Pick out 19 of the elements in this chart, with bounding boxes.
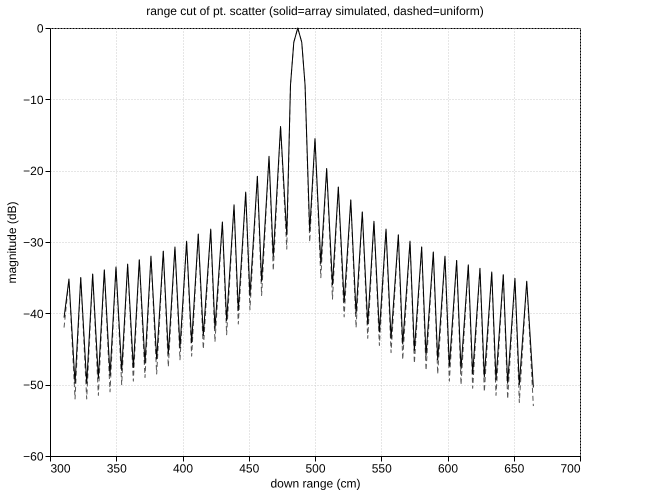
- x-tick-label: 300: [50, 462, 71, 476]
- y-tick-label: −20: [23, 164, 44, 178]
- x-tick-label: 550: [372, 462, 392, 476]
- x-tick-label: 450: [239, 462, 260, 476]
- y-tick-label: −10: [23, 92, 44, 107]
- x-tick-label: 650: [504, 462, 525, 476]
- x-axis-title: down range (cm): [270, 476, 361, 490]
- x-tick-label: 350: [106, 462, 128, 476]
- y-tick-label: −60: [23, 450, 44, 464]
- y-axis-title: magnitude (dB): [5, 201, 20, 284]
- y-tick-label: −50: [23, 378, 44, 392]
- y-tick-label: −30: [23, 236, 44, 250]
- y-tick-label: 0: [36, 22, 44, 36]
- x-tick-label: 400: [172, 462, 194, 476]
- x-tick-label: 700: [560, 462, 581, 476]
- y-tick-label: −40: [23, 306, 44, 321]
- x-tick-label: 600: [438, 462, 458, 476]
- chart-title: range cut of pt. scatter (solid=array simulated, dashed=uniform): [146, 4, 484, 18]
- x-tick-label: 500: [305, 462, 326, 476]
